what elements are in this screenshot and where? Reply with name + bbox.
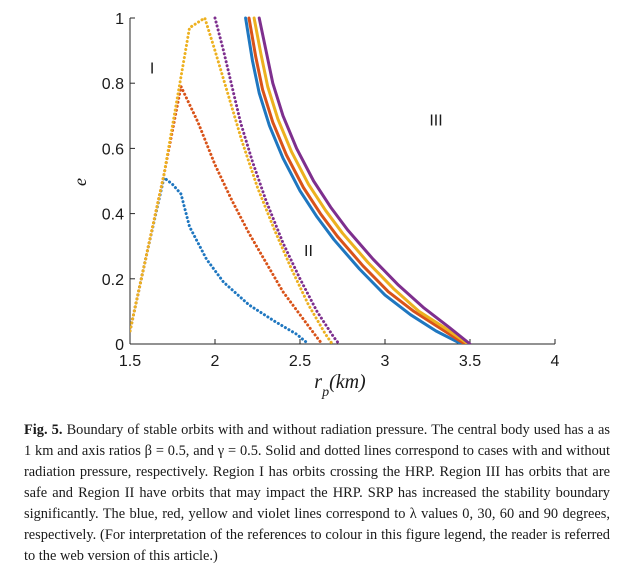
caption-label: Fig. 5. — [24, 422, 63, 438]
series-line-blue-solid — [244, 16, 463, 344]
series-line-yellow-dotted — [130, 16, 334, 344]
series-line-yellow-solid — [252, 16, 470, 344]
caption-text: Boundary of stable orbits with and witho… — [24, 422, 610, 564]
y-tick-label: 0.6 — [102, 141, 124, 158]
region-label: I — [150, 60, 154, 77]
series-line-red-solid — [247, 16, 467, 344]
y-tick-label: 0.8 — [102, 76, 124, 93]
region-label: III — [429, 113, 442, 130]
series-line-red-dotted — [130, 85, 324, 344]
x-tick-label: 4 — [551, 353, 560, 370]
x-axis-label: rp(km) — [314, 371, 366, 400]
axes: 1.5 2 2.5 3 3.5 4 0 0.2 0.4 0.6 0.8 1 — [102, 11, 560, 370]
stability-boundary-chart: 1.5 2 2.5 3 3.5 4 0 0.2 0.4 0.6 0.8 1 I II III rp(km)… — [70, 11, 560, 400]
series-line-violet-dotted — [213, 16, 341, 344]
figure-caption: Fig. 5. Boundary of stable orbits with a… — [24, 420, 610, 567]
x-tick-label: 1.5 — [119, 353, 141, 370]
y-axis-label: e — [70, 178, 90, 186]
x-tick-label: 3 — [381, 353, 390, 370]
y-tick-label: 0 — [115, 337, 124, 354]
y-tick-label: 0.4 — [102, 207, 124, 224]
x-tick-label: 2.5 — [289, 353, 311, 370]
series-line-violet-solid — [257, 16, 472, 344]
series-lines — [130, 16, 472, 344]
x-tick-label: 3.5 — [459, 353, 481, 370]
y-tick-label: 1 — [115, 11, 124, 28]
region-label: II — [304, 243, 313, 260]
y-tick-label: 0.2 — [102, 272, 124, 289]
x-tick-label: 2 — [211, 353, 220, 370]
